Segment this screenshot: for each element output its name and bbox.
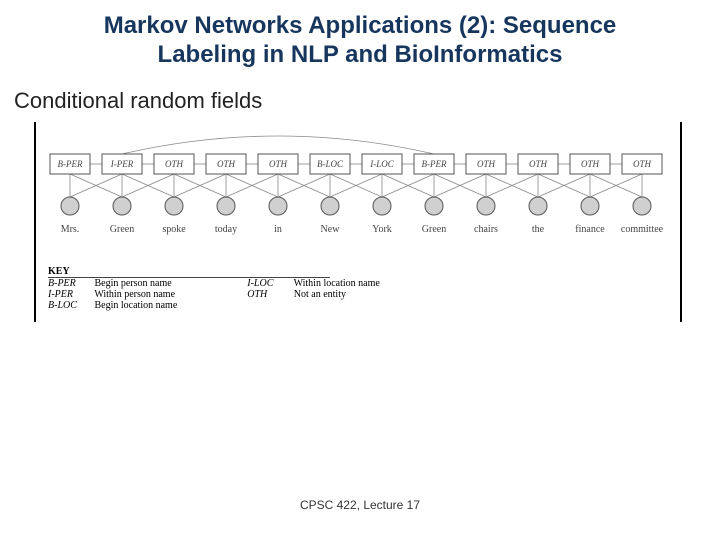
svg-text:Mrs.: Mrs. xyxy=(61,224,80,235)
svg-text:OTH: OTH xyxy=(633,159,652,169)
svg-text:B-PER: B-PER xyxy=(58,159,83,169)
key-column-right: I-LOC Within location nameOTH Not an ent… xyxy=(247,278,380,311)
key-heading: KEY xyxy=(48,266,330,278)
key-row: I-PER Within person name xyxy=(48,289,177,300)
crf-diagram: B-PER I-PER OTH OTH OTH B-LOC I-LOC B-PER OTH OTH… xyxy=(40,120,680,255)
svg-text:committee: committee xyxy=(621,224,664,235)
svg-text:the: the xyxy=(532,224,545,235)
slide: { "title_line1": "Markov Networks Applic… xyxy=(0,0,720,540)
slide-title: Markov Networks Applications (2): Sequen… xyxy=(0,12,720,70)
figure-border-left xyxy=(34,122,36,322)
subtitle: Conditional random fields xyxy=(14,88,262,114)
title-line-2: Labeling in NLP and BioInformatics xyxy=(0,41,720,70)
svg-text:in: in xyxy=(274,224,282,235)
footer: CPSC 422, Lecture 17 xyxy=(0,498,720,512)
svg-text:OTH: OTH xyxy=(269,159,288,169)
key-row: OTH Not an entity xyxy=(247,289,380,300)
key-legend: KEY B-PER Begin person nameI-PER Within … xyxy=(48,266,380,311)
svg-text:OTH: OTH xyxy=(581,159,600,169)
svg-text:spoke: spoke xyxy=(162,224,186,235)
svg-text:OTH: OTH xyxy=(529,159,548,169)
key-row: B-PER Begin person name xyxy=(48,278,177,289)
svg-text:I-LOC: I-LOC xyxy=(369,159,394,169)
svg-text:Green: Green xyxy=(422,224,446,235)
svg-text:OTH: OTH xyxy=(477,159,496,169)
key-row: I-LOC Within location name xyxy=(247,278,380,289)
svg-text:OTH: OTH xyxy=(165,159,184,169)
svg-text:OTH: OTH xyxy=(217,159,236,169)
svg-text:B-LOC: B-LOC xyxy=(317,159,344,169)
title-line-1: Markov Networks Applications (2): Sequen… xyxy=(0,12,720,41)
key-row: B-LOC Begin location name xyxy=(48,300,177,311)
key-column-left: B-PER Begin person nameI-PER Within pers… xyxy=(48,278,177,311)
svg-text:finance: finance xyxy=(575,224,605,235)
svg-text:today: today xyxy=(215,224,237,235)
svg-text:I-PER: I-PER xyxy=(110,159,134,169)
svg-text:chairs: chairs xyxy=(474,224,498,235)
svg-text:New: New xyxy=(321,224,341,235)
figure-border-right xyxy=(680,122,682,322)
svg-text:B-PER: B-PER xyxy=(422,159,447,169)
svg-text:Green: Green xyxy=(110,224,134,235)
svg-text:York: York xyxy=(372,224,392,235)
